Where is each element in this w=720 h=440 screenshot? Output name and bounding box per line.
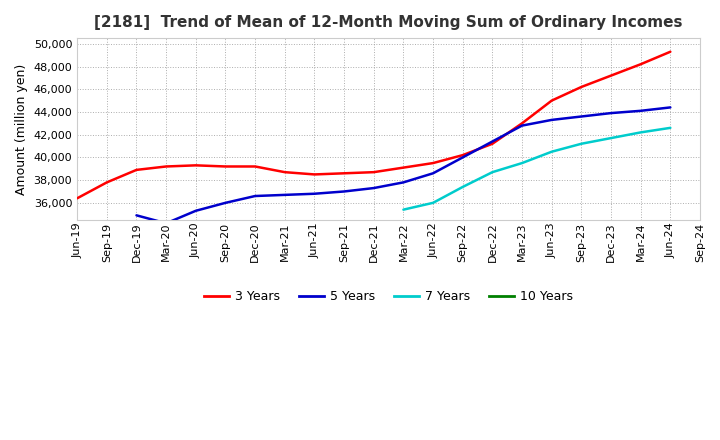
Legend: 3 Years, 5 Years, 7 Years, 10 Years: 3 Years, 5 Years, 7 Years, 10 Years — [199, 285, 578, 308]
Y-axis label: Amount (million yen): Amount (million yen) — [15, 63, 28, 194]
Title: [2181]  Trend of Mean of 12-Month Moving Sum of Ordinary Incomes: [2181] Trend of Mean of 12-Month Moving … — [94, 15, 683, 30]
